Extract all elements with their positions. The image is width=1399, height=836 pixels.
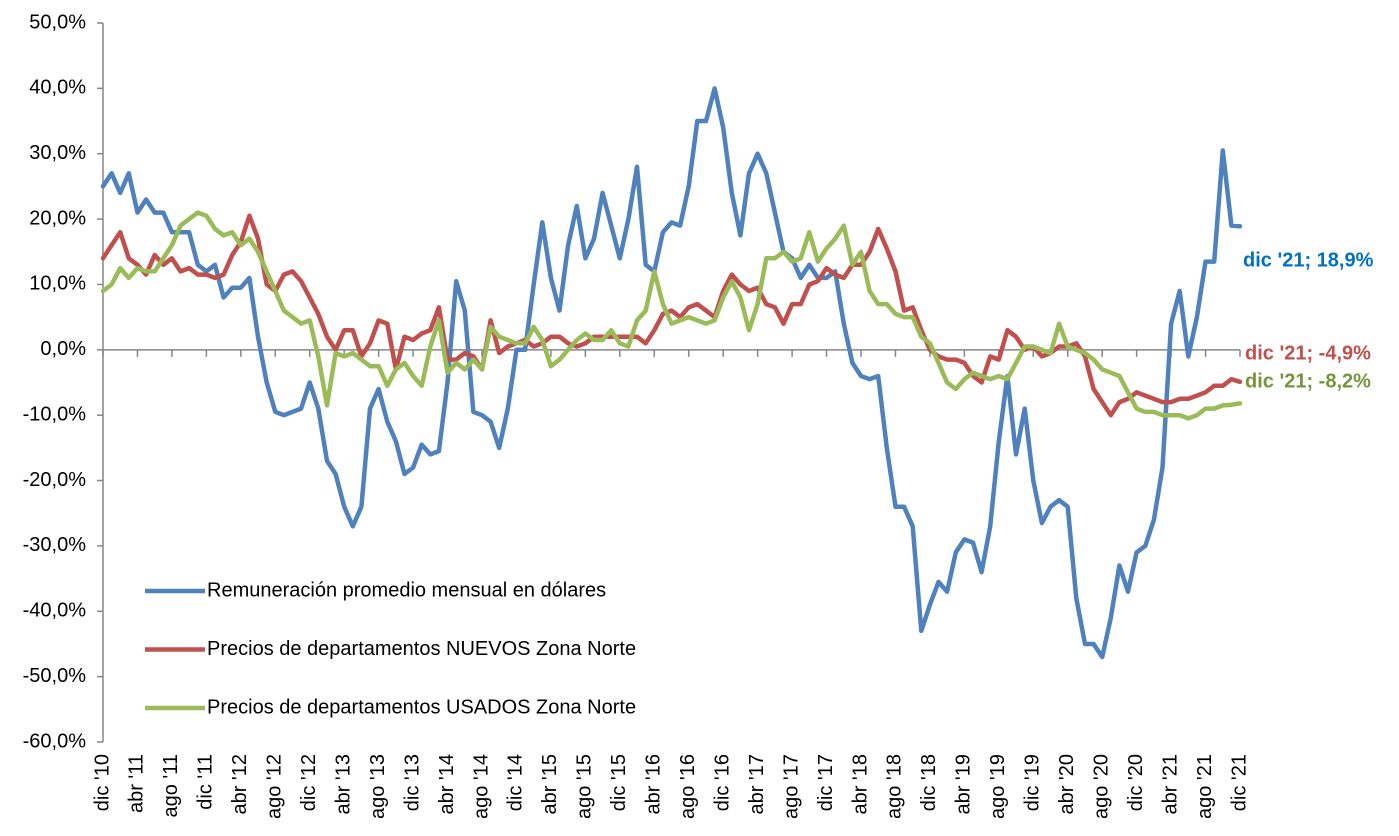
y-tick-label: -30,0% xyxy=(23,534,87,556)
x-tick-label: abr '21 xyxy=(1159,754,1181,815)
x-tick-label: dic '14 xyxy=(505,754,527,811)
series-line xyxy=(100,210,1243,421)
x-tick-label: abr '12 xyxy=(229,754,251,815)
legend-label: Remuneración promedio mensual en dólares xyxy=(207,579,606,601)
x-tick-label: abr '13 xyxy=(332,754,354,815)
y-tick-label: 20,0% xyxy=(29,207,86,229)
legend-label: Precios de departamentos USADOS Zona Nor… xyxy=(207,696,636,718)
x-tick-label: dic '13 xyxy=(401,754,423,811)
y-tick-label: 40,0% xyxy=(29,77,86,99)
y-tick-label: 50,0% xyxy=(29,11,86,33)
x-tick-label: abr '18 xyxy=(849,754,871,815)
series-line xyxy=(100,86,1243,660)
x-tick-label: ago '16 xyxy=(677,754,699,819)
x-tick-label: abr '15 xyxy=(539,754,561,815)
x-tick-label: dic '17 xyxy=(815,754,837,811)
y-tick-label: 0,0% xyxy=(40,338,86,360)
x-tick-label: ago '12 xyxy=(264,754,286,819)
x-tick-label: abr '17 xyxy=(746,754,768,815)
y-tick-label: 30,0% xyxy=(29,142,86,164)
x-tick-label: ago '18 xyxy=(884,754,906,819)
end-label: dic '21; -4,9% xyxy=(1245,342,1371,364)
x-tick-label: dic '16 xyxy=(711,754,733,811)
x-tick-label: abr '14 xyxy=(436,754,458,815)
y-tick-label: -40,0% xyxy=(23,600,87,622)
y-tick-label: -50,0% xyxy=(23,665,87,687)
x-tick-label: abr '20 xyxy=(1056,754,1078,815)
x-tick-label: dic '12 xyxy=(298,754,320,811)
y-tick-label: 10,0% xyxy=(29,273,86,295)
y-tick-label: -10,0% xyxy=(23,403,87,425)
x-tick-label: dic '11 xyxy=(195,754,217,810)
x-tick-label: ago '17 xyxy=(780,754,802,819)
end-label: dic '21; 18,9% xyxy=(1243,249,1374,271)
x-tick-label: ago '14 xyxy=(470,754,492,819)
x-tick-label: dic '21 xyxy=(1228,754,1250,811)
x-tick-label: dic '15 xyxy=(608,754,630,811)
x-tick-label: ago '15 xyxy=(574,754,596,819)
y-tick-label: -20,0% xyxy=(23,469,87,491)
series-line xyxy=(100,213,1243,418)
x-tick-label: ago '13 xyxy=(367,754,389,819)
x-tick-label: ago '11 xyxy=(160,754,182,818)
x-tick-label: dic '10 xyxy=(91,754,113,811)
x-tick-label: ago '20 xyxy=(1090,754,1112,819)
x-tick-label: abr '16 xyxy=(643,754,665,815)
end-label: dic '21; -8,2% xyxy=(1245,370,1371,392)
x-tick-label: abr '19 xyxy=(953,754,975,815)
legend-label: Precios de departamentos NUEVOS Zona Nor… xyxy=(207,638,636,660)
x-tick-label: abr '11 xyxy=(126,754,148,813)
x-tick-label: dic '19 xyxy=(1022,754,1044,811)
x-tick-label: ago '21 xyxy=(1194,754,1216,819)
x-tick-label: dic '20 xyxy=(1125,754,1147,811)
x-tick-label: dic '18 xyxy=(918,754,940,811)
y-tick-label: -60,0% xyxy=(23,730,87,752)
x-tick-label: ago '19 xyxy=(987,754,1009,819)
